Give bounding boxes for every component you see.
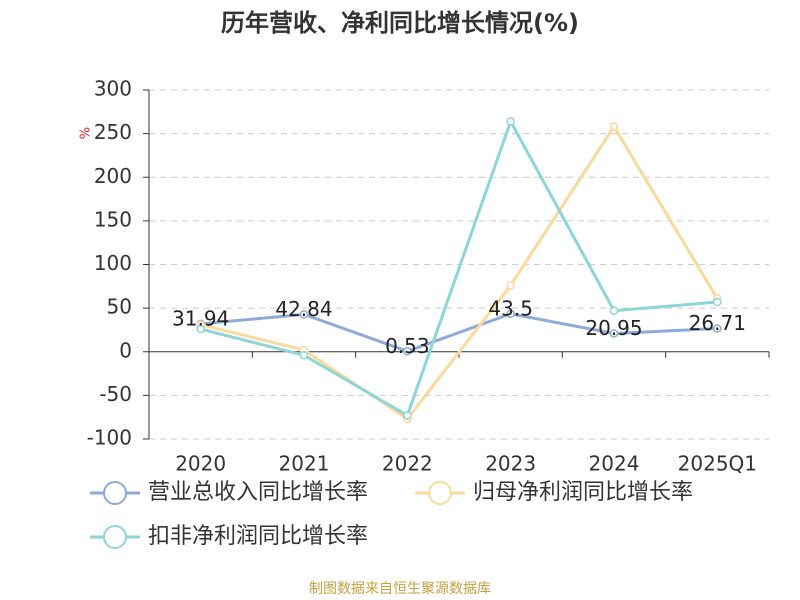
point bbox=[299, 350, 309, 360]
x-tick-label: 2024 bbox=[589, 452, 640, 476]
legend-label: 归母净利润同比增长率 bbox=[473, 480, 693, 505]
x-tick-label: 2020 bbox=[175, 452, 226, 476]
x-tick-label: 2022 bbox=[382, 452, 433, 476]
point bbox=[609, 329, 619, 338]
series-line bbox=[200, 117, 718, 418]
y-tick-label: -100 bbox=[87, 426, 132, 450]
series-line bbox=[200, 123, 719, 421]
x-tick-label: 2023 bbox=[485, 452, 536, 476]
point bbox=[403, 411, 412, 420]
y-unit: % bbox=[79, 127, 94, 139]
legend-marker bbox=[428, 481, 452, 505]
y-tick-label: 250 bbox=[94, 120, 132, 144]
series-line bbox=[200, 312, 718, 353]
y-tick-label: 50 bbox=[107, 295, 132, 319]
legend-label: 营业总收入同比增长率 bbox=[148, 480, 368, 505]
y-tick-label: 100 bbox=[94, 251, 132, 275]
point bbox=[299, 310, 309, 319]
y-tick-label: 0 bbox=[119, 338, 132, 362]
x-tick-label: 2021 bbox=[279, 452, 330, 476]
chart-title: 历年营收、净利同比增长情况(%) bbox=[221, 9, 579, 37]
data-label: 26.71 bbox=[689, 311, 746, 335]
point bbox=[506, 117, 515, 126]
data-label: 0.53 bbox=[385, 334, 430, 358]
legend-marker bbox=[103, 481, 127, 505]
point bbox=[403, 347, 412, 356]
point bbox=[506, 309, 515, 319]
y-tick-label: 150 bbox=[94, 207, 132, 231]
point bbox=[609, 306, 619, 315]
legend-marker bbox=[103, 525, 127, 549]
point bbox=[713, 297, 722, 307]
data-label: 20.95 bbox=[585, 316, 642, 340]
x-tick-label: 2025Q1 bbox=[678, 452, 757, 476]
y-tick-label: -50 bbox=[99, 382, 132, 406]
point bbox=[609, 122, 619, 131]
point bbox=[196, 324, 205, 334]
point bbox=[506, 281, 515, 290]
y-tick-label: 300 bbox=[94, 77, 132, 101]
data-label: 42.84 bbox=[275, 297, 332, 321]
source: 制图数据来自恒生聚源数据库 bbox=[309, 581, 491, 597]
legend-label: 扣非净利润同比增长率 bbox=[148, 524, 368, 549]
data-label: 31.94 bbox=[172, 306, 229, 330]
point bbox=[713, 324, 722, 333]
y-tick-label: 200 bbox=[94, 164, 132, 188]
data-label: 43.5 bbox=[488, 296, 533, 320]
